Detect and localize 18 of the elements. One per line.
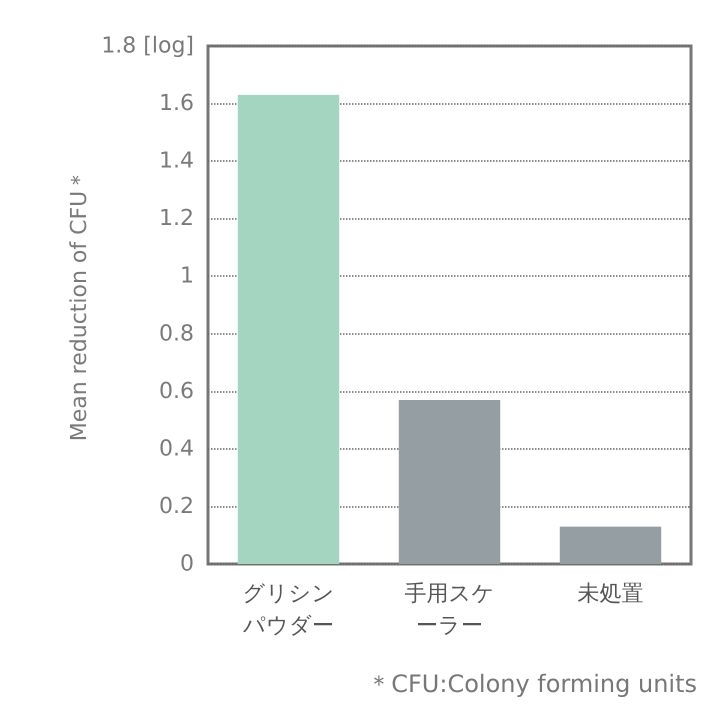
y-tick-label: 0.2 <box>159 494 194 519</box>
x-tick-label: グリシンパウダー <box>242 582 334 638</box>
x-tick-label: 未処置 <box>578 582 644 606</box>
bar <box>398 400 500 564</box>
y-tick-label: 0.6 <box>159 378 194 404</box>
y-tick-label: 0 <box>180 552 194 576</box>
y-tick-label: 1.8 [log] <box>101 34 194 58</box>
x-tick-label: 手用スケーラー <box>404 582 494 638</box>
y-tick-label: 1.4 <box>159 148 194 174</box>
y-tick-label: 0.8 <box>159 321 194 346</box>
y-tick-label: 1.2 <box>159 206 194 232</box>
y-axis-title: Mean reduction of CFU＊ <box>66 168 92 442</box>
text: ＊CFU:Colony forming units <box>367 670 698 698</box>
y-tick-label: 0.4 <box>159 436 194 462</box>
bar <box>238 94 340 564</box>
bar <box>560 526 662 564</box>
y-tick-label: 1.6 <box>159 91 194 116</box>
y-tick-label: 1 <box>180 264 194 289</box>
